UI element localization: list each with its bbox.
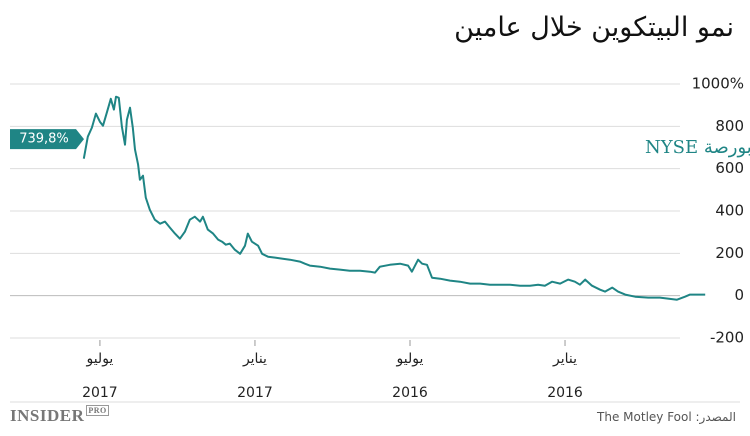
x-tick-label: يوليو 2017 (82, 351, 118, 401)
series-label: ديناميكية مؤشر البيتكوين في بورصة NYSE (645, 137, 750, 158)
logo: INSIDER PRO (10, 405, 109, 426)
series-line (82, 95, 706, 301)
y-tick-label: 200 (715, 244, 744, 262)
x-tick-label: يناير 2016 (547, 351, 583, 401)
y-tick-label: 0 (734, 286, 744, 304)
y-tick-label: 600 (715, 159, 744, 177)
y-tick-label: -200 (710, 329, 744, 347)
chart-title: نمو البيتكوين خلال عامين (454, 12, 734, 43)
y-tick-label: 800 (715, 117, 744, 135)
x-tick-label: يناير 2017 (237, 351, 273, 401)
callout-flag (10, 129, 84, 150)
y-tick-label: 1000% (692, 75, 744, 93)
logo-badge: PRO (86, 405, 109, 416)
source: المصدر: The Motley Fool (597, 410, 736, 424)
y-tick-label: 400 (715, 202, 744, 220)
callout-label: 739,8% (19, 132, 69, 147)
logo-text: INSIDER (10, 406, 85, 425)
x-tick-label: يوليو 2016 (392, 351, 428, 401)
